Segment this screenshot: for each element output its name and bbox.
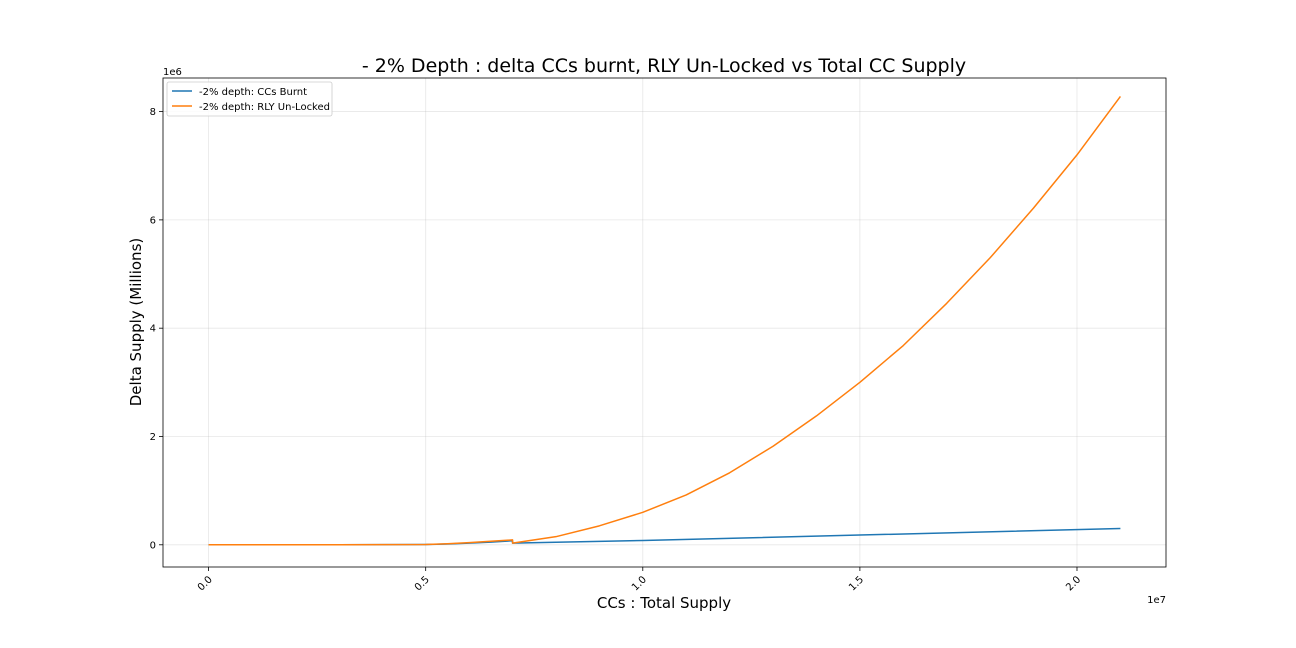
series-group — [208, 95, 1122, 546]
y-tick-label-1: 2 — [150, 432, 156, 443]
y-tick-label-3: 6 — [150, 215, 156, 226]
legend: -2% depth: CCs Burnt -2% depth: RLY Un-L… — [166, 81, 333, 117]
chart-title: - 2% Depth : delta CCs burnt, RLY Un-Loc… — [362, 55, 966, 77]
legend-label-rly-unlocked: -2% depth: RLY Un-Locked — [199, 102, 330, 113]
y-tick-label-0: 0 — [150, 540, 156, 551]
y-axis-offset-label: 1e6 — [163, 67, 182, 78]
plot-area-frame — [162, 77, 1167, 568]
y-tick-label-4: 8 — [150, 107, 156, 118]
y-axis-ticks: 0 2 4 6 8 — [150, 107, 163, 551]
series-line-rly-unlocked — [208, 95, 1122, 546]
x-axis-label: CCs : Total Supply — [597, 594, 731, 612]
y-axis-label: Delta Supply (Millions) — [127, 238, 145, 407]
x-axis-offset-label: 1e7 — [1147, 595, 1166, 606]
grid — [163, 78, 1166, 567]
legend-box — [166, 81, 333, 117]
y-tick-label-2: 4 — [150, 324, 156, 335]
legend-label-ccs-burnt: -2% depth: CCs Burnt — [199, 87, 307, 98]
